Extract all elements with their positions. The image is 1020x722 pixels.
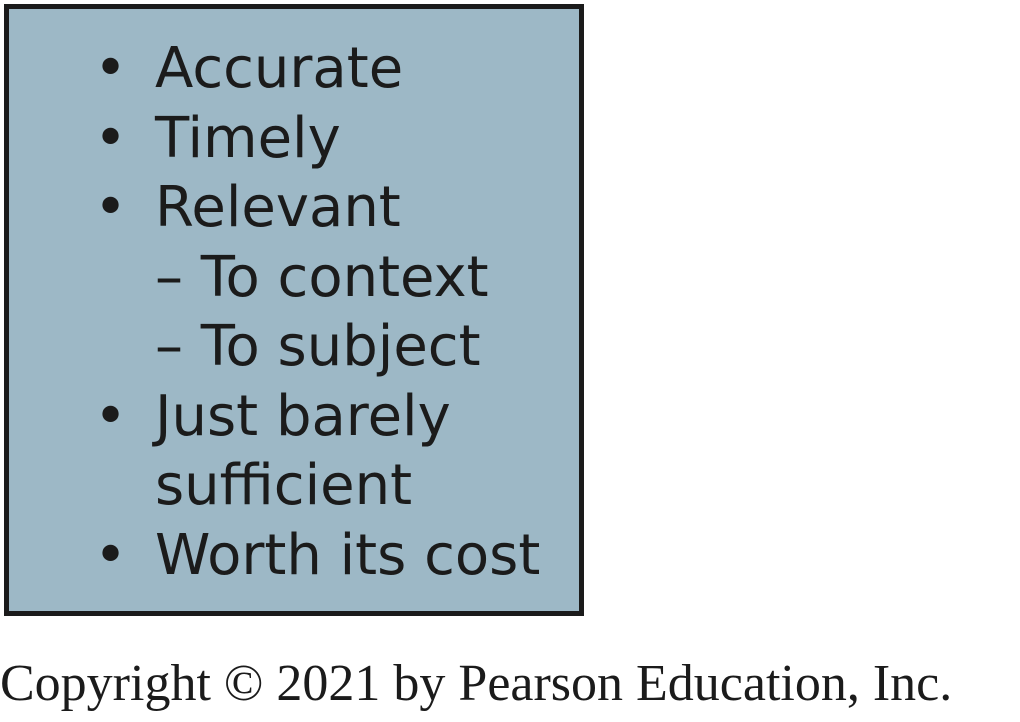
- list-item-continuation: sufficient: [155, 453, 413, 518]
- sub-item-to-context: – To context: [155, 244, 489, 310]
- criteria-panel: • Accurate • Timely • Relevant – To cont…: [4, 4, 584, 616]
- bullet-icon: •: [94, 175, 128, 240]
- bullet-icon: •: [94, 36, 128, 101]
- list-item-relevant: • Relevant: [9, 173, 540, 243]
- copyright-notice: Copyright © 2021 by Pearson Education, I…: [0, 655, 953, 712]
- bullet-icon: •: [94, 383, 128, 449]
- bullet-icon: •: [94, 522, 128, 588]
- list-item-label: Timely: [155, 105, 341, 171]
- list-item-label: Just barely: [155, 383, 451, 449]
- list-item-label: Relevant: [155, 175, 401, 240]
- list-item-label: Accurate: [155, 36, 404, 101]
- list-item-just-barely: • Just barely: [9, 382, 540, 452]
- list-item-worth-its-cost: • Worth its cost: [9, 521, 540, 591]
- bullet-icon: •: [94, 105, 128, 171]
- sub-item-to-subject: – To subject: [155, 314, 481, 379]
- list-item-accurate: • Accurate: [9, 34, 540, 104]
- list-item-timely: • Timely: [9, 104, 540, 174]
- list-item-label: Worth its cost: [155, 522, 541, 588]
- criteria-list: • Accurate • Timely • Relevant – To cont…: [9, 34, 540, 590]
